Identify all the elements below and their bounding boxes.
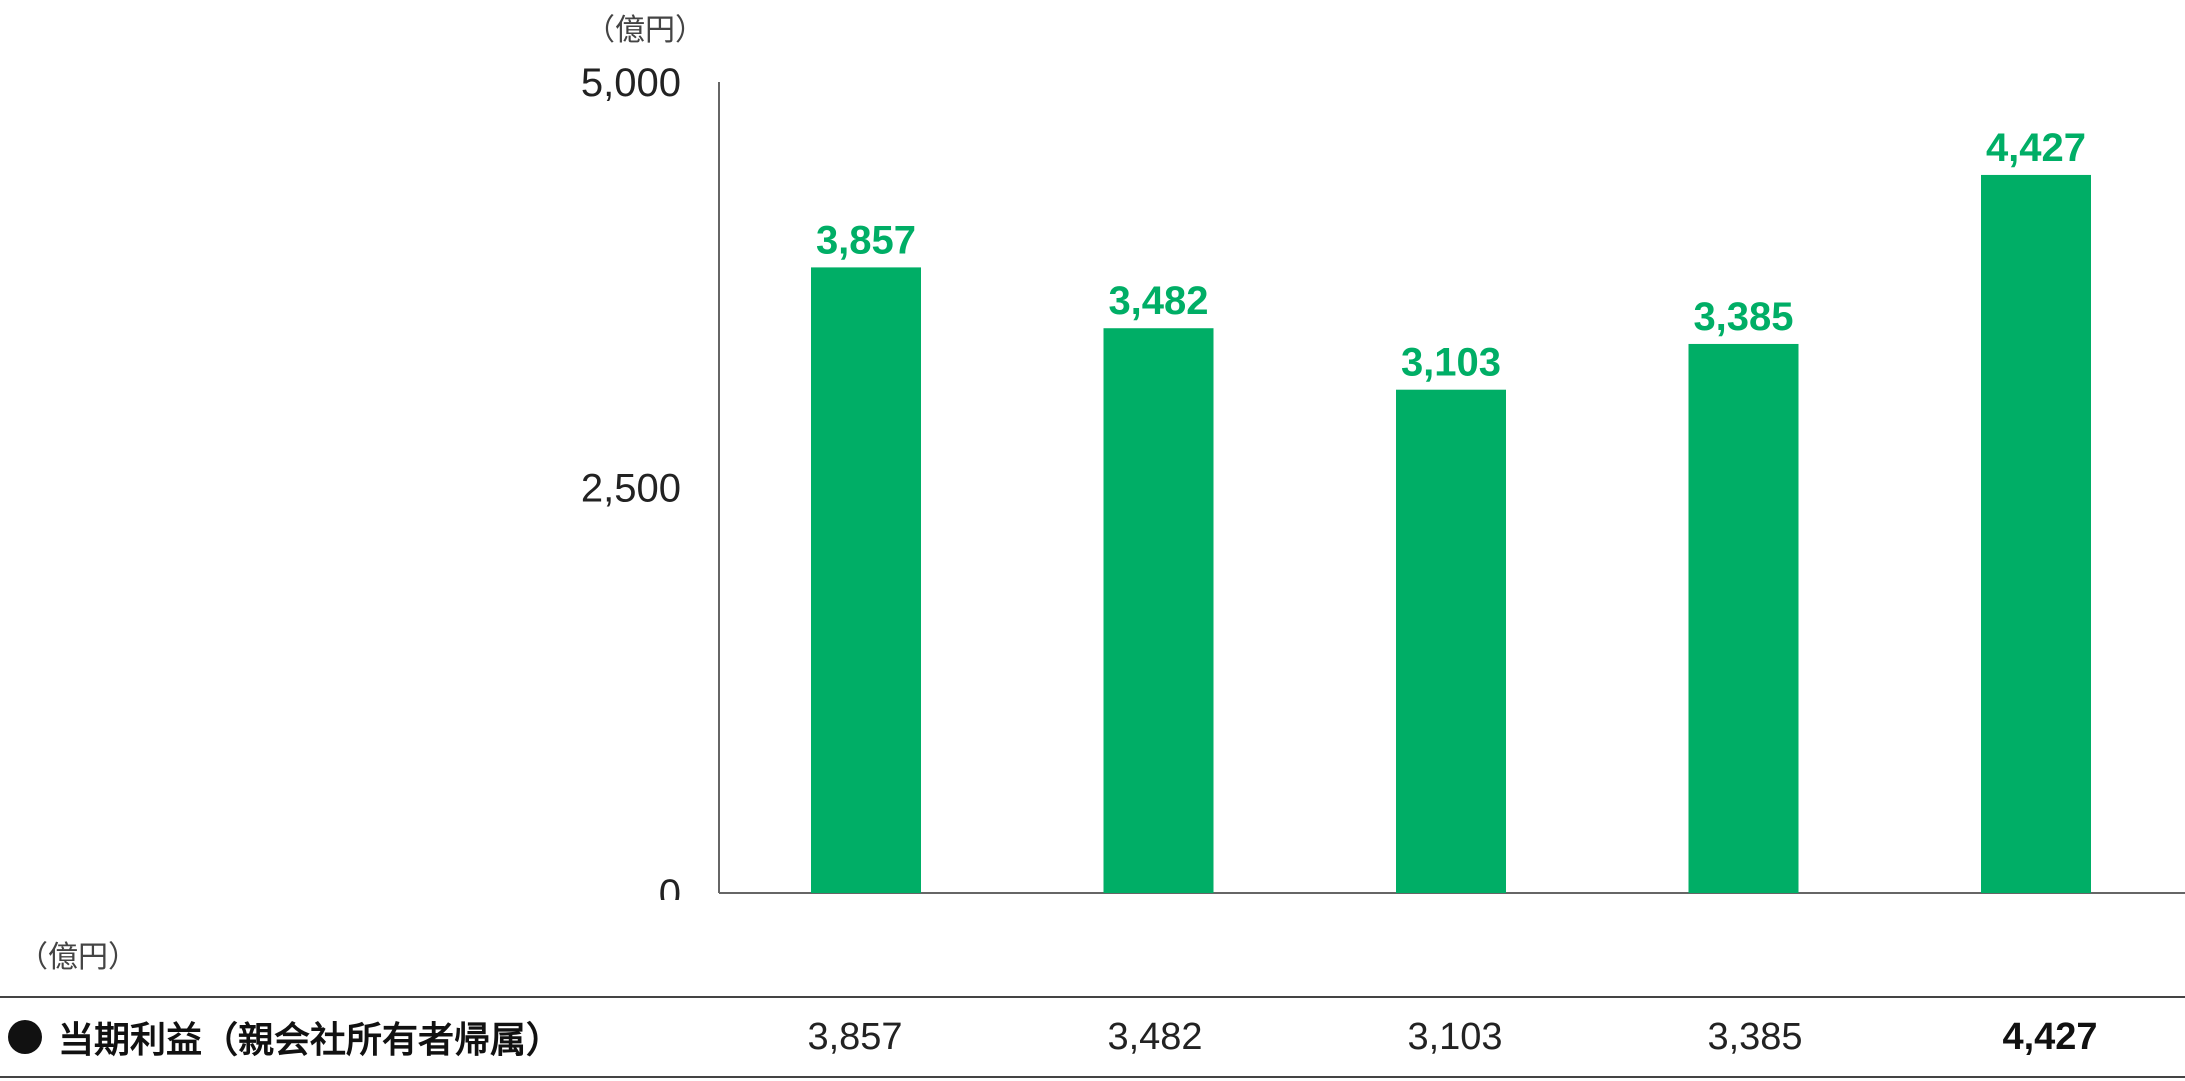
- data-table: 当期利益（親会社所有者帰属） 3,857 3,482 3,103 3,385 4…: [0, 996, 2185, 1078]
- row-header: 当期利益（親会社所有者帰属）: [8, 998, 562, 1076]
- y-axis-unit-label: （億円）: [585, 13, 705, 48]
- bar: [1103, 328, 1214, 893]
- bar-value-label: 3,103: [1401, 341, 1501, 385]
- bar: [811, 267, 921, 893]
- bar-value-label: 3,385: [1693, 295, 1793, 339]
- row-title: 当期利益（親会社所有者帰属）: [58, 1020, 563, 1061]
- bar-value-label: 3,857: [816, 218, 916, 262]
- bar: [1396, 389, 1506, 893]
- table-cell: 3,482: [1107, 1016, 1203, 1058]
- y-tick-label: 2,500: [581, 467, 681, 511]
- table-cell: 3,103: [1407, 1016, 1503, 1058]
- table-unit-label: （億円）: [18, 940, 138, 975]
- bars: 3,8572018年度3,4822019年度3,1032020年度3,38520…: [811, 126, 2091, 893]
- table-cell: 3,857: [807, 1016, 903, 1058]
- bar: [1981, 174, 2091, 893]
- bullet-icon: [8, 1020, 42, 1054]
- bar: [1688, 343, 1799, 893]
- bar-chart: （億円） 0 2,500 5,000 3,8572018年度3,4822019年度3…: [581, 13, 2185, 900]
- table-cell-highlight: 4,427: [2002, 1016, 2098, 1058]
- y-tick-label: 0: [659, 872, 681, 900]
- y-tick-label: 5,000: [581, 61, 681, 105]
- bar-value-label: 4,427: [1986, 126, 2086, 170]
- bar-value-label: 3,482: [1108, 279, 1208, 323]
- table-cell: 3,385: [1707, 1016, 1803, 1058]
- y-axis-ticks: 0 2,500 5,000: [581, 61, 681, 900]
